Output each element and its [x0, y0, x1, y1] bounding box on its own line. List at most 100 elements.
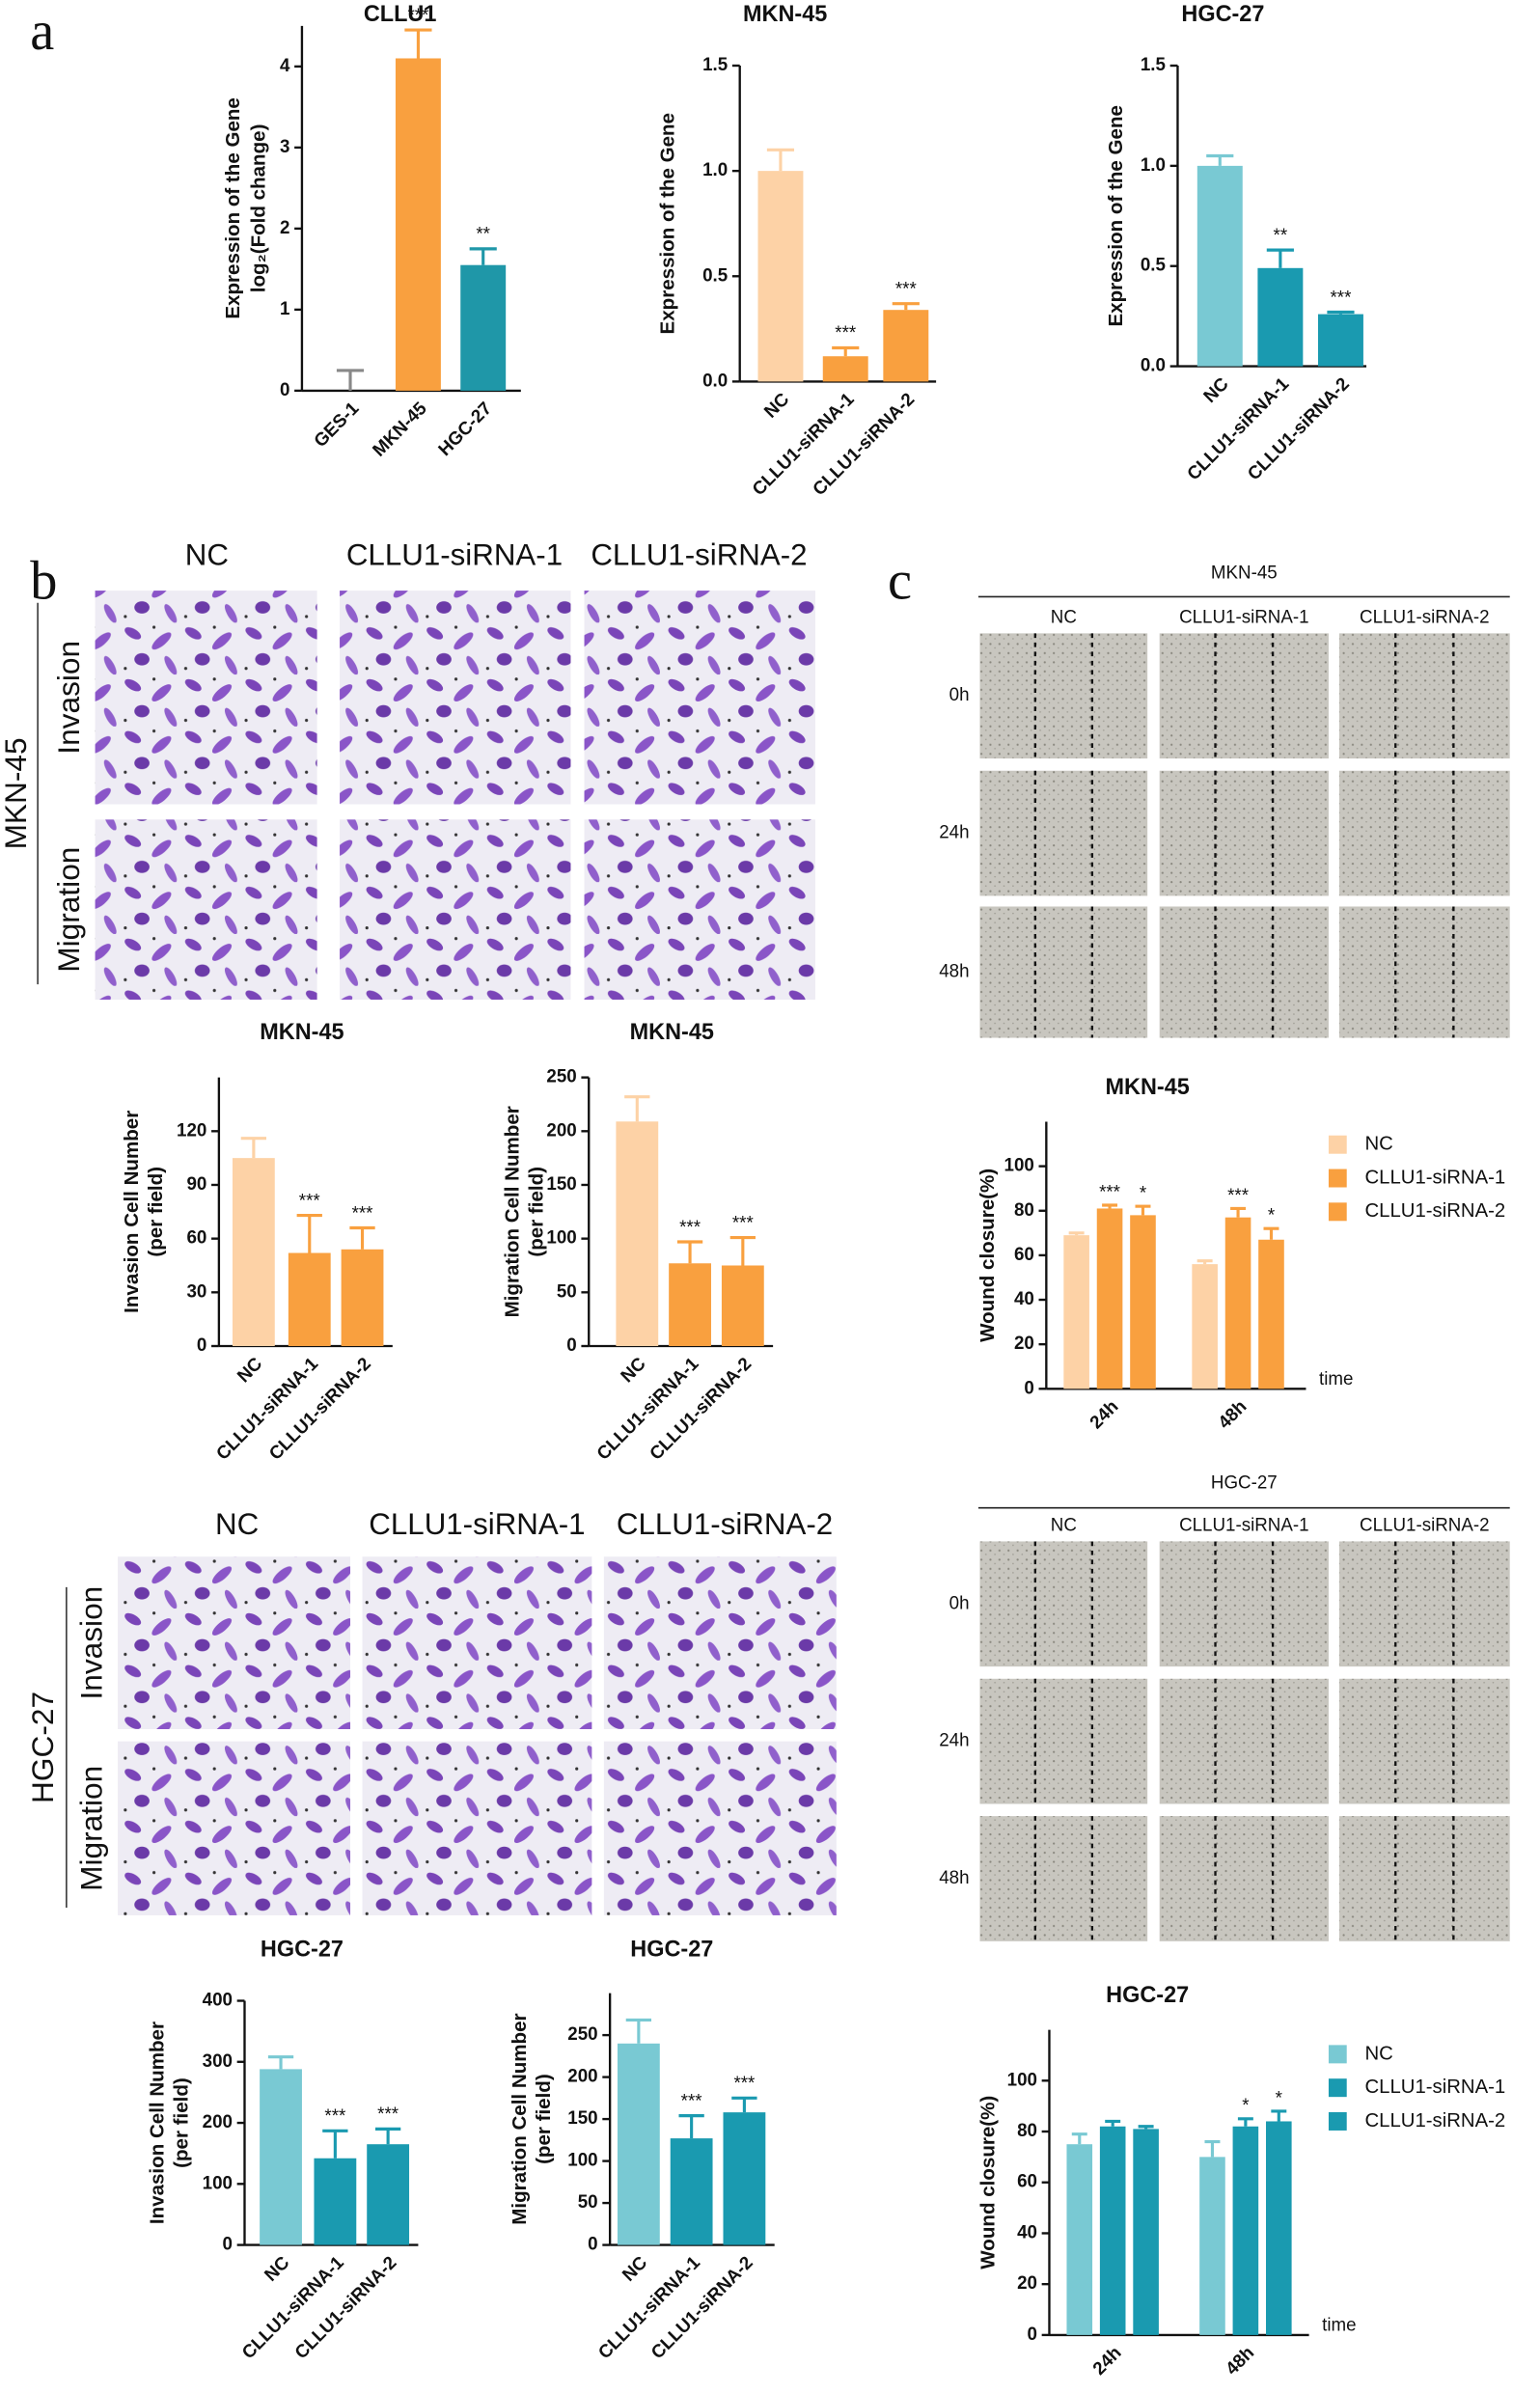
significance: **	[476, 224, 490, 244]
panel-title: HGC-27	[1211, 1472, 1278, 1492]
error-bar	[1138, 2125, 1154, 2130]
y-tick-label: 0.0	[1141, 355, 1166, 375]
y-axis-label: Wound closure(%)	[976, 2096, 999, 2269]
significance: ***	[352, 1202, 374, 1223]
micrograph	[603, 1741, 837, 1915]
bar	[616, 1121, 659, 1346]
x-tick-label: HGC-27	[434, 398, 495, 459]
significance: ***	[407, 5, 429, 25]
y-axis-label: Expression of the Gene	[657, 113, 679, 335]
y-tick-label: 80	[1014, 1199, 1034, 1220]
wound-image	[979, 1678, 1148, 1804]
row-label: 0h	[949, 684, 970, 704]
wound-image	[1159, 770, 1329, 896]
column-header: CLLU1-siRNA-1	[1179, 1515, 1308, 1535]
panel-label: b	[30, 551, 57, 611]
bar	[669, 1263, 711, 1346]
y-tick-label: 250	[546, 1066, 576, 1086]
significance: ***	[1227, 1185, 1250, 1205]
row-label: 48h	[939, 960, 969, 980]
panel-label: a	[30, 2, 54, 62]
y-tick-label: 100	[546, 1227, 576, 1248]
y-tick-label: 50	[557, 1280, 577, 1301]
bar	[723, 2112, 766, 2245]
y-tick-label: 200	[203, 2111, 233, 2132]
bar	[721, 1265, 764, 1346]
y-tick-label: 250	[567, 2023, 597, 2044]
wound-image	[1159, 906, 1329, 1038]
significance: *	[1276, 2087, 1283, 2107]
significance: *	[1140, 1182, 1147, 1202]
y-axis-label: Expression of the Gene	[1105, 105, 1127, 327]
y-tick-label: 40	[1014, 1288, 1034, 1308]
column-header: CLLU1-siRNA-2	[591, 538, 807, 572]
error-bar	[1263, 1226, 1279, 1240]
error-bar	[1105, 2119, 1121, 2127]
y-tick-label: 0	[1028, 2324, 1037, 2344]
panel-title: MKN-45	[1211, 563, 1278, 583]
panel-label: c	[888, 551, 912, 611]
error-bar	[624, 1095, 650, 1122]
bar	[232, 1158, 275, 1346]
wound-image	[979, 633, 1148, 759]
y-tick-label: 1	[280, 298, 289, 318]
y-tick-label: 1.0	[1141, 154, 1166, 175]
y-axis-label: (per field)	[526, 1167, 548, 1257]
micrograph	[118, 1741, 351, 1915]
row-label: Invasion	[74, 1586, 108, 1700]
y-tick-label: 0	[566, 1334, 576, 1355]
significance: ***	[377, 2104, 399, 2124]
chart-title: MKN-45	[743, 1, 827, 26]
legend-swatch	[1328, 1169, 1347, 1188]
error-bar	[374, 2127, 401, 2145]
significance: ***	[1099, 1181, 1121, 1201]
bar	[460, 264, 507, 391]
error-bar	[729, 1235, 756, 1266]
column-header: NC	[215, 1507, 259, 1541]
bar	[1317, 314, 1363, 367]
x-tick-label: NC	[760, 388, 793, 422]
legend-swatch	[1328, 2078, 1347, 2098]
wound-image	[1159, 1678, 1329, 1804]
y-tick-label: 0	[197, 1334, 206, 1355]
x-tick-label: CLLU1-siRNA-1	[1183, 373, 1293, 484]
error-bar	[336, 369, 365, 391]
micrograph	[95, 591, 317, 805]
significance: *	[1242, 2095, 1250, 2115]
y-tick-label: 3	[280, 136, 289, 156]
wound-image	[1159, 1816, 1329, 1941]
y-tick-label: 60	[1017, 2171, 1037, 2191]
group-label: MKN-45	[0, 737, 33, 849]
legend-label: CLLU1-siRNA-1	[1364, 2076, 1505, 2098]
significance: ***	[299, 1190, 321, 1210]
bar	[1133, 2129, 1159, 2335]
error-bar	[296, 1213, 322, 1253]
y-tick-label: 150	[567, 2107, 597, 2128]
wound-image	[1338, 1816, 1510, 1941]
y-tick-label: 1.0	[702, 159, 728, 179]
error-bar	[1204, 2139, 1221, 2158]
wound-image	[1338, 1541, 1510, 1667]
chart-title: HGC-27	[1181, 1, 1264, 26]
row-label: 24h	[939, 821, 969, 841]
error-bar	[678, 2114, 704, 2139]
y-tick-label: 200	[546, 1119, 576, 1140]
y-tick-label: 60	[1014, 1244, 1034, 1264]
micrograph	[584, 819, 815, 1000]
y-tick-label: 90	[186, 1173, 206, 1194]
y-tick-label: 0.5	[702, 264, 728, 285]
column-header: NC	[185, 538, 229, 572]
significance: ***	[835, 322, 857, 343]
x-tick-label: CLLU1-siRNA-2	[265, 1353, 375, 1464]
chart-title: MKN-45	[260, 1019, 344, 1044]
x-tick-label: NC	[261, 2252, 293, 2286]
chart-title: MKN-45	[1106, 1074, 1190, 1099]
significance: ***	[732, 1212, 755, 1232]
bar	[260, 2069, 302, 2245]
error-bar	[404, 28, 432, 59]
y-tick-label: 150	[546, 1173, 576, 1194]
x-tick-label: GES-1	[310, 398, 363, 451]
y-tick-label: 4	[280, 55, 290, 75]
micrograph	[584, 591, 815, 805]
y-axis-label: (per field)	[145, 1167, 167, 1257]
